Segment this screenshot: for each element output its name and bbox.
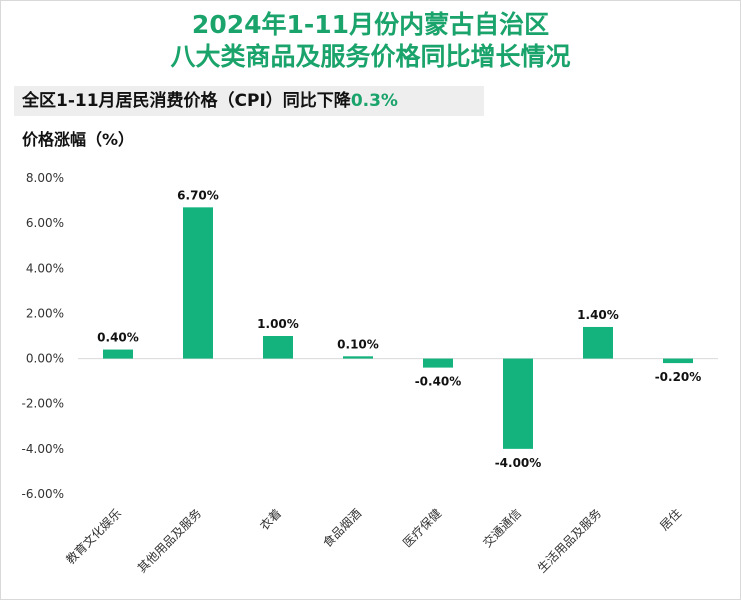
y-tick-label: -4.00% [22,442,64,456]
bar [503,358,533,449]
subtitle-text: 全区1-11月居民消费价格（CPI）同比下降 [22,91,351,111]
category-label: 交通通信 [480,506,525,551]
data-label: -0.40% [415,375,462,389]
data-label: 0.10% [337,337,379,351]
y-tick-label: 0.00% [26,352,64,366]
data-label: -4.00% [495,456,542,470]
bar [663,358,693,364]
data-label: 6.70% [177,188,219,202]
y-tick-label: -6.00% [22,487,64,501]
bar [103,349,133,359]
bar [343,356,373,359]
category-label: 其他用品及服务 [134,506,204,576]
chart-title-line1: 2024年1-11月份内蒙古自治区 [191,10,550,39]
y-tick-label: 2.00% [26,306,64,320]
y-tick-label: 6.00% [26,216,64,230]
data-label: 1.00% [257,317,299,331]
bar [583,326,613,359]
y-tick-label: 8.00% [26,171,64,185]
category-label: 居住 [657,506,684,533]
subtitle-value: 0.3% [350,91,398,111]
category-label: 教育文化娱乐 [63,506,125,568]
subtitle-background [14,86,484,116]
category-label: 医疗保健 [400,506,444,550]
y-tick-label: -2.00% [22,397,64,411]
bar [423,358,453,368]
data-label: -0.20% [655,370,702,384]
category-label: 衣着 [257,506,285,534]
bar [183,207,213,359]
category-label: 食品烟酒 [320,506,365,551]
y-tick-label: 4.00% [26,261,64,275]
subtitle: 全区1-11月居民消费价格（CPI）同比下降0.3% [22,90,398,112]
category-label: 生活用品及服务 [534,506,604,576]
data-label: 1.40% [577,308,619,322]
y-axis-unit-label: 价格涨幅（%） [22,130,135,149]
data-label: 0.40% [97,331,139,345]
bar [263,336,293,359]
chart-title-line2: 八大类商品及服务价格同比增长情况 [170,42,571,71]
